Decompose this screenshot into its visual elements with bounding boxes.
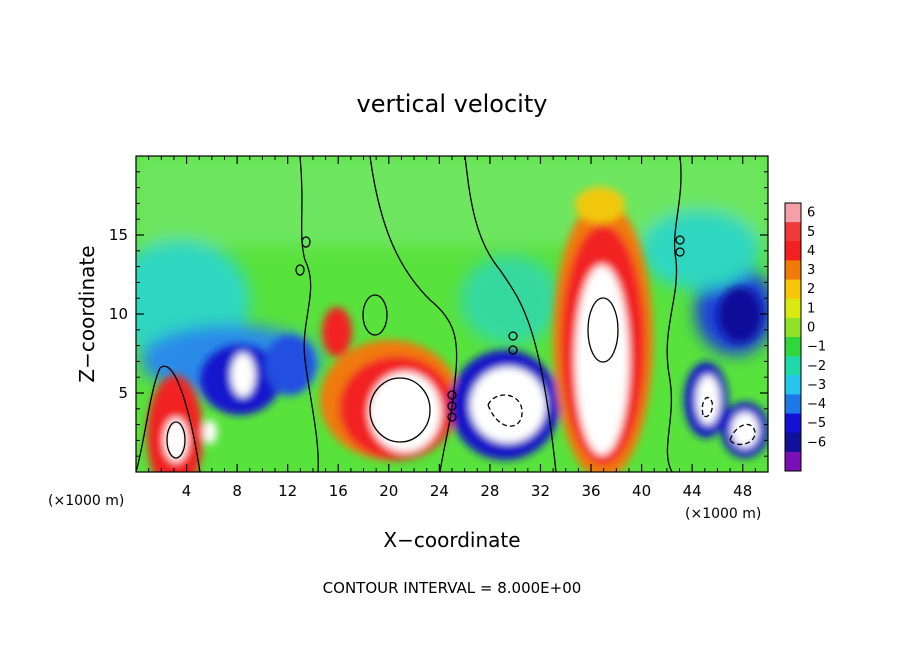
cell-white-a [231,353,255,397]
colorbar-tick-label: 0 [807,320,815,335]
contour-core-left [166,421,186,459]
x-tick-label: 40 [632,482,651,500]
contour-ring-c [447,412,457,422]
x-axis: 4 8 12 16 20 24 28 32 36 40 44 48 [148,156,756,500]
contour-core-tall [587,297,619,363]
shade-right-cyan [640,210,760,290]
contour-lines [136,156,756,472]
colorbar-tick-label: −4 [807,397,826,412]
x-tick-label: 8 [232,482,242,500]
contour-ring-e [508,345,518,355]
colorbar-swatch [785,241,801,261]
x-tick-label: 12 [278,482,297,500]
y-tick-label: 10 [109,305,128,323]
contour-right-small [701,397,713,418]
x-tick-label: 32 [531,482,550,500]
contour-ring-b [447,401,457,411]
colorbar-tick-label: 6 [807,206,815,221]
y-axis: 5 10 15 [109,171,768,457]
y-tick-label: 15 [109,226,128,244]
x-tick-label: 36 [581,482,600,500]
cell-left-white [164,418,188,462]
colorbar-tick-label: 2 [807,282,815,297]
cell-tall-yellow [575,187,625,223]
x-tick-label: 16 [329,482,348,500]
x-axis-label: X−coordinate [383,528,520,552]
cell-right-white-b [731,412,759,448]
cell-blue-b [265,335,315,395]
contour-ring-d [508,331,518,341]
colorbar-swatch [785,203,801,223]
colorbar-frame [784,202,802,472]
colorbar-swatch [785,279,801,300]
contour-core-center [369,377,431,443]
chart-title: vertical velocity [357,90,548,118]
colorbar-swatch [785,356,801,376]
cell-downdraft-white [470,367,546,443]
x-tick-label: 28 [480,482,499,500]
colorbar-swatch [785,451,801,472]
colorbar-tick-label: −2 [807,359,826,374]
x-tick-label: 48 [733,482,752,500]
contour-ring-a [447,390,457,400]
colorbar-tick-label: 5 [807,225,815,240]
cell-right-white-a [696,375,720,425]
colorbar-tick-label: 1 [807,301,815,316]
x-tick-label: 20 [379,482,398,500]
colorbar: 6 5 4 3 2 1 0 −1 −2 −3 −4 −5 −6 [784,202,826,472]
contour-ring-g [675,247,685,257]
zero-contour-right [666,156,682,472]
cell-white-b [203,420,217,444]
x-unit-label: (×1000 m) [685,506,761,522]
shade-mid-cyan [460,255,560,345]
x-tick-label: 44 [683,482,702,500]
zero-contour-left [299,156,319,472]
contour-ring-j [362,294,388,336]
zero-contour-mid [464,156,557,472]
colorbar-tick-label: −1 [807,340,826,355]
colorbar-swatch [785,317,801,338]
x-tick-label: 24 [430,482,449,500]
contour-interval-note: CONTOUR INTERVAL = 8.000E+00 [323,579,582,597]
field-shading [136,156,768,395]
colorbar-swatch [785,432,801,453]
colorbar-swatch [785,298,801,319]
field-cells [147,187,768,472]
colorbar-tick-label: −3 [807,378,826,393]
y-axis-label: Z−coordinate [75,245,99,382]
colorbar-tick-label: 3 [807,263,815,278]
y-tick-label: 5 [118,384,128,402]
x-tick-label: 4 [182,482,192,500]
colorbar-tick-label: −5 [807,416,826,431]
zero-contour-low-left [136,365,201,472]
velocity-field [136,156,768,472]
zero-contour-center [369,156,458,472]
z-unit-label: (×1000 m) [48,493,124,509]
contour-ring-h [295,264,305,276]
cell-tall-white [575,265,629,455]
contour-ring-i [301,236,311,248]
colorbar-swatch [785,394,801,415]
colorbar-tick-label: −6 [807,435,826,450]
colorbar-tick-label: 4 [807,244,815,259]
colorbar-swatch [785,413,801,434]
cell-central-white [369,372,441,452]
contour-ring-f [675,235,685,245]
colorbar-swatch [785,375,801,395]
cell-right-dark [718,287,762,343]
contour-right-dashed [729,423,756,446]
colorbar-swatch [785,260,801,281]
cell-tower-red [322,307,352,357]
colorbar-swatch [785,222,801,242]
colorbar-swatch [785,337,801,357]
